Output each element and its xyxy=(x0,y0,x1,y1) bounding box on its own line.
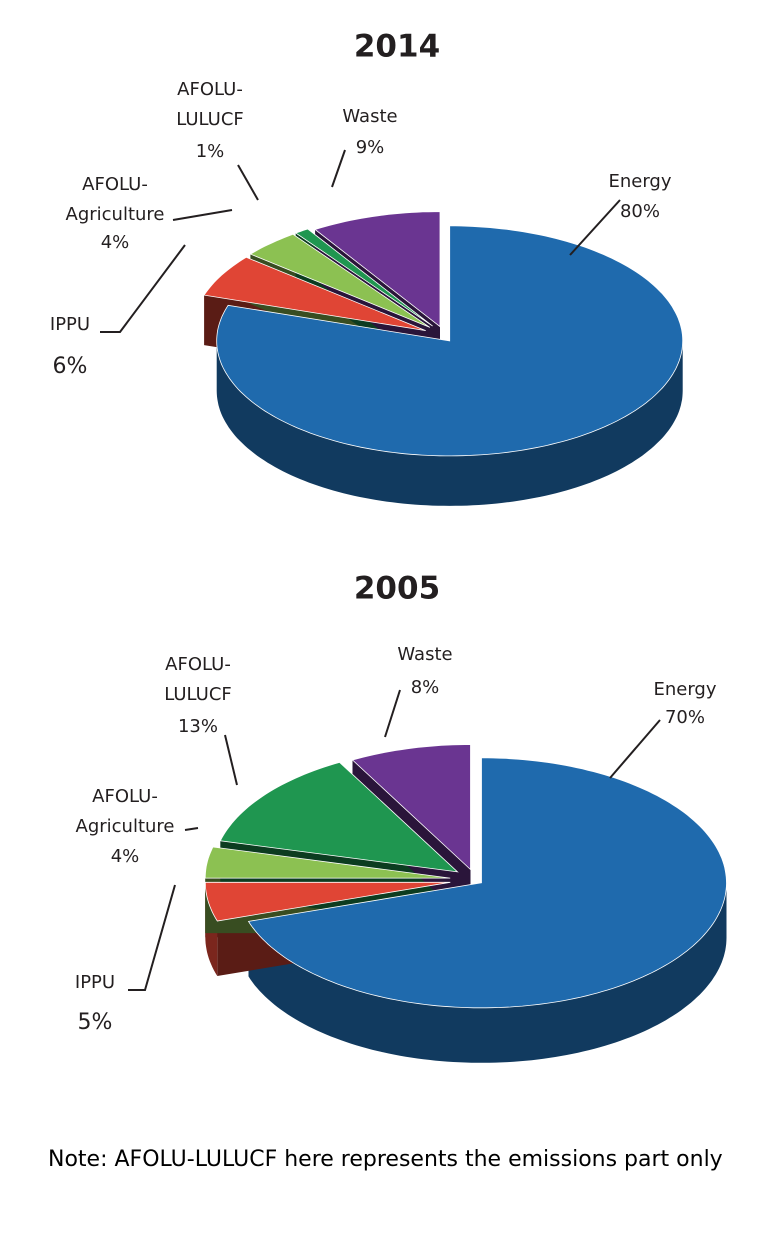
pie-slice xyxy=(314,211,441,328)
value-label: 13% xyxy=(178,716,218,737)
value-label: 70% xyxy=(665,707,705,728)
category-label: Energy xyxy=(653,679,716,700)
leader-line xyxy=(184,827,199,831)
value-label: 8% xyxy=(411,677,440,698)
slice-wall xyxy=(248,882,727,1063)
category-label: AFOLU-Agriculture xyxy=(76,786,175,837)
leader-line xyxy=(384,689,401,738)
category-label: IPPU xyxy=(50,314,90,335)
pie-slice xyxy=(247,757,727,1009)
pie-slice xyxy=(249,233,431,328)
pie-slice xyxy=(216,225,684,457)
pie-slice xyxy=(294,228,433,327)
leader-line xyxy=(172,209,233,221)
value-label: 4% xyxy=(111,846,140,867)
leader-line xyxy=(100,244,186,333)
note: Note: AFOLU-LULUCF here represents the e… xyxy=(48,1147,723,1172)
value-label: 80% xyxy=(620,201,660,222)
value-label: 1% xyxy=(196,141,225,162)
chart-title: 2005 xyxy=(354,571,440,607)
leader-line xyxy=(609,719,661,779)
leader-line xyxy=(331,149,346,188)
value-label: 5% xyxy=(78,1010,113,1035)
leader-line xyxy=(224,734,238,786)
leader-line xyxy=(128,884,176,991)
category-label: IPPU xyxy=(75,972,115,993)
value-label: 9% xyxy=(356,137,385,158)
leader-line xyxy=(237,164,259,201)
category-label: AFOLU-LULUCF xyxy=(176,79,244,130)
pie-slice xyxy=(203,256,426,331)
pie-slice xyxy=(204,881,451,922)
value-label: 6% xyxy=(53,354,88,379)
category-label: Waste xyxy=(342,106,397,127)
value-label: 4% xyxy=(101,232,130,253)
pie-slice xyxy=(204,846,451,879)
slice-wall xyxy=(216,340,683,506)
leader-line xyxy=(569,199,621,256)
chart-title: 2014 xyxy=(354,29,440,65)
pie-slice xyxy=(351,744,471,871)
category-label: AFOLU-Agriculture xyxy=(66,174,165,225)
category-label: AFOLU-LULUCF xyxy=(164,654,232,705)
category-label: Waste xyxy=(397,644,452,665)
slice-tops xyxy=(203,211,684,457)
slice-tops xyxy=(204,744,727,1009)
category-label: Energy xyxy=(608,171,671,192)
pie-slice xyxy=(219,761,459,873)
